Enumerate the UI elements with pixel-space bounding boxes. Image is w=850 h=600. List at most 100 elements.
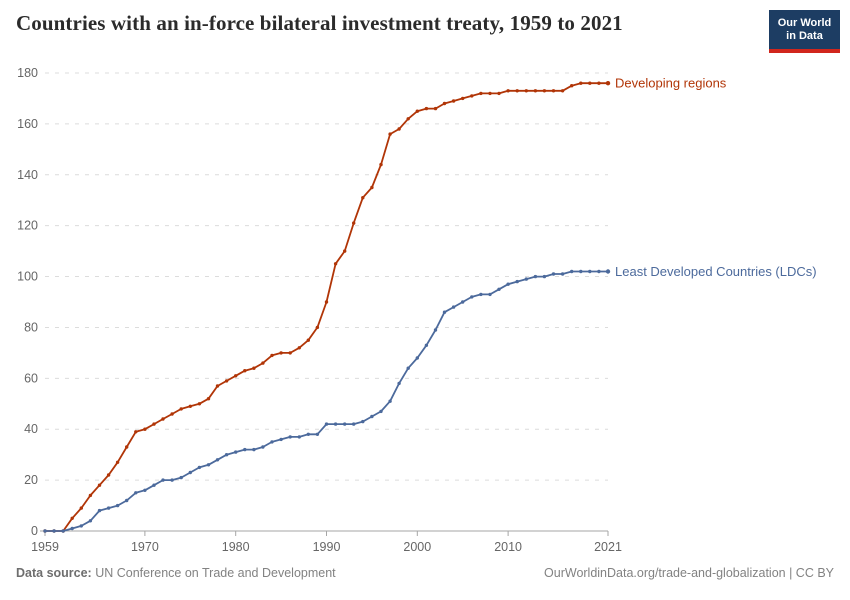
data-point-least-developed-countries-ldcs [497, 287, 501, 291]
data-point-developing-regions [279, 351, 283, 355]
data-point-developing-regions [70, 516, 74, 520]
series-end-marker-developing-regions [605, 81, 611, 86]
data-point-least-developed-countries-ldcs [61, 529, 65, 533]
y-tick-label: 60 [24, 371, 38, 385]
data-point-developing-regions [542, 89, 547, 93]
data-point-least-developed-countries-ldcs [406, 366, 410, 370]
data-point-least-developed-countries-ldcs [306, 432, 310, 436]
data-point-developing-regions [88, 493, 93, 498]
data-point-developing-regions [551, 89, 556, 93]
legend-label-least-developed-countries-ldcs[interactable]: Least Developed Countries (LDCs) [615, 264, 817, 279]
data-point-developing-regions [370, 185, 374, 190]
data-point-developing-regions [488, 91, 492, 96]
owid-logo-line2: in Data [786, 29, 823, 42]
data-point-developing-regions [515, 89, 519, 93]
data-point-least-developed-countries-ldcs [424, 343, 429, 347]
data-point-developing-regions [343, 249, 347, 253]
data-point-least-developed-countries-ldcs [442, 310, 447, 314]
data-point-least-developed-countries-ldcs [588, 269, 592, 274]
data-point-developing-regions [324, 300, 329, 304]
data-point-developing-regions [134, 430, 138, 434]
data-point-least-developed-countries-ldcs [79, 524, 84, 528]
owid-logo-text: Our World in Data [769, 10, 840, 49]
data-point-least-developed-countries-ldcs [560, 272, 565, 276]
data-point-least-developed-countries-ldcs [451, 305, 456, 309]
data-point-developing-regions [397, 127, 401, 131]
data-point-developing-regions [424, 106, 429, 111]
data-point-least-developed-countries-ldcs [470, 295, 474, 299]
data-point-developing-regions [125, 445, 129, 449]
data-point-least-developed-countries-ldcs [361, 419, 365, 424]
data-point-least-developed-countries-ldcs [324, 422, 329, 426]
chart-header: Countries with an in-force bilateral inv… [16, 10, 840, 53]
data-point-developing-regions [261, 361, 265, 365]
data-point-developing-regions [597, 81, 601, 85]
data-point-least-developed-countries-ldcs [88, 519, 93, 523]
series-line-least-developed-countries-ldcs[interactable] [45, 270, 608, 532]
chart-footer: Data source: UN Conference on Trade and … [16, 566, 834, 580]
data-point-least-developed-countries-ldcs [243, 447, 247, 452]
data-point-developing-regions [161, 417, 165, 421]
data-point-least-developed-countries-ldcs [479, 292, 483, 297]
legend-label-developing-regions[interactable]: Developing regions [615, 76, 727, 91]
data-point-developing-regions [379, 162, 383, 167]
x-tick-label: 1990 [313, 540, 341, 554]
data-point-developing-regions [306, 338, 310, 342]
data-point-developing-regions [352, 221, 356, 225]
data-point-developing-regions [461, 96, 465, 101]
data-point-least-developed-countries-ldcs [333, 422, 338, 426]
x-tick-label: 1959 [31, 540, 59, 554]
owid-logo[interactable]: Our World in Data [769, 10, 840, 53]
data-point-developing-regions [152, 422, 156, 426]
x-tick-label: 2021 [594, 540, 622, 554]
x-tick-label: 2000 [403, 540, 431, 554]
data-point-least-developed-countries-ldcs [551, 272, 556, 276]
data-point-least-developed-countries-ldcs [215, 458, 220, 462]
data-point-developing-regions [79, 506, 84, 510]
data-point-developing-regions [497, 91, 501, 96]
data-point-least-developed-countries-ldcs [352, 422, 356, 426]
y-tick-label: 0 [31, 524, 38, 538]
data-point-least-developed-countries-ldcs [315, 432, 320, 436]
data-point-developing-regions [234, 374, 238, 378]
data-point-developing-regions [479, 91, 483, 96]
data-point-developing-regions [406, 117, 410, 121]
data-point-developing-regions [179, 407, 183, 411]
data-point-least-developed-countries-ldcs [570, 269, 574, 274]
data-point-least-developed-countries-ldcs [397, 381, 401, 386]
data-point-least-developed-countries-ldcs [252, 447, 256, 452]
data-point-developing-regions [433, 106, 438, 111]
data-point-least-developed-countries-ldcs [261, 445, 265, 449]
data-point-developing-regions [579, 81, 583, 85]
data-source-label: Data source: [16, 566, 92, 580]
data-point-developing-regions [143, 427, 147, 431]
data-point-least-developed-countries-ldcs [370, 414, 374, 419]
data-point-developing-regions [206, 397, 211, 401]
data-point-developing-regions [115, 460, 120, 464]
data-point-least-developed-countries-ldcs [125, 498, 129, 503]
data-point-least-developed-countries-ldcs [288, 435, 292, 439]
y-tick-label: 20 [24, 473, 38, 487]
y-tick-label: 140 [17, 168, 38, 182]
data-point-least-developed-countries-ldcs [179, 475, 183, 480]
x-tick-label: 1970 [131, 540, 159, 554]
data-point-least-developed-countries-ldcs [379, 409, 383, 414]
data-point-least-developed-countries-ldcs [433, 328, 438, 332]
y-tick-label: 100 [17, 270, 38, 284]
data-point-least-developed-countries-ldcs [533, 274, 538, 279]
data-point-least-developed-countries-ldcs [270, 440, 274, 444]
data-point-least-developed-countries-ldcs [597, 269, 601, 274]
data-point-developing-regions [188, 404, 192, 408]
y-tick-label: 120 [17, 219, 38, 233]
x-tick-label: 2010 [494, 540, 522, 554]
data-point-developing-regions [506, 89, 510, 93]
data-point-developing-regions [215, 384, 220, 388]
series-line-developing-regions[interactable] [45, 82, 608, 532]
data-point-developing-regions [106, 473, 111, 477]
data-point-least-developed-countries-ldcs [170, 478, 174, 482]
data-point-developing-regions [388, 132, 392, 136]
data-point-developing-regions [415, 109, 419, 113]
data-point-least-developed-countries-ldcs [506, 282, 510, 286]
attribution-link[interactable]: OurWorldinData.org/trade-and-globalizati… [544, 566, 834, 580]
